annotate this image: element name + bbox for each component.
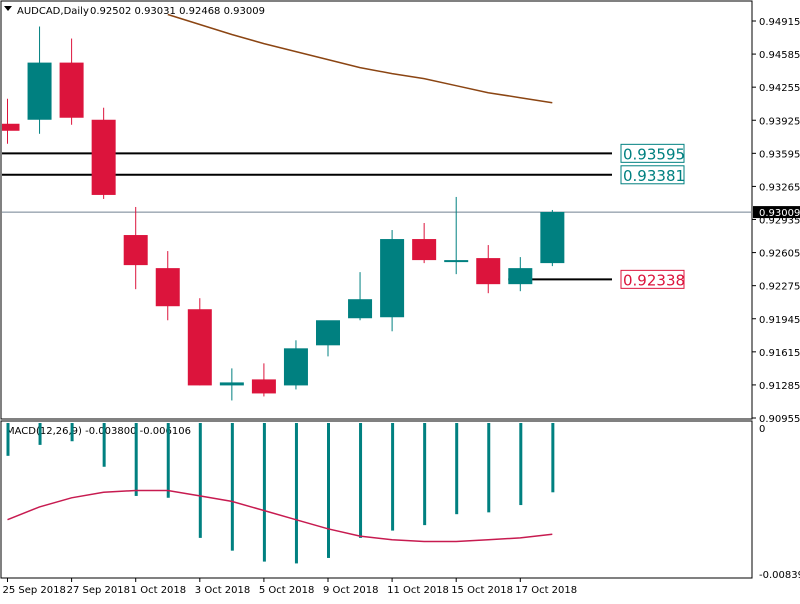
current-price-tag-label: 0.93009 bbox=[759, 208, 800, 219]
level-label: 0.93381 bbox=[623, 167, 685, 185]
price-tick-label: 0.92275 bbox=[759, 282, 800, 293]
price-tick-label: 0.91615 bbox=[759, 348, 800, 359]
macd-histogram-bar bbox=[135, 423, 138, 496]
price-tick-label: 0.94255 bbox=[759, 83, 800, 94]
date-tick-label: 11 Oct 2018 bbox=[387, 585, 449, 596]
macd-histogram-bar bbox=[231, 423, 234, 551]
date-tick-label: 3 Oct 2018 bbox=[195, 585, 250, 596]
candle-bearish bbox=[60, 63, 84, 118]
macd-histogram-bar bbox=[39, 423, 42, 445]
candle-bearish bbox=[124, 235, 148, 265]
date-tick-label: 1 Oct 2018 bbox=[131, 585, 186, 596]
macd-histogram-bar bbox=[487, 423, 490, 512]
macd-label: MACD(12,26,9) -0.003800 -0.006106 bbox=[6, 426, 191, 437]
macd-histogram-bar bbox=[519, 423, 522, 505]
candle-bullish bbox=[380, 239, 404, 317]
price-tick-label: 0.91945 bbox=[759, 315, 800, 326]
candle-bullish bbox=[540, 212, 564, 263]
price-tick-label: 0.94585 bbox=[759, 50, 800, 61]
candle-bearish bbox=[188, 309, 212, 385]
macd-histogram-bar bbox=[359, 423, 362, 538]
date-tick-label: 25 Sep 2018 bbox=[3, 585, 66, 596]
date-tick-label: 17 Oct 2018 bbox=[515, 585, 577, 596]
macd-histogram-bar bbox=[455, 423, 458, 514]
price-tick-label: 0.93595 bbox=[759, 149, 800, 160]
price-tick-label: 0.94915 bbox=[759, 17, 800, 28]
candle-bearish bbox=[92, 120, 116, 195]
chart-ohlc: 0.92502 0.93031 0.92468 0.93009 bbox=[90, 6, 265, 17]
price-tick-label: 0.92605 bbox=[759, 249, 800, 260]
candle-bullish bbox=[348, 299, 372, 318]
macd-histogram-bar bbox=[423, 423, 426, 525]
price-tick-label: 0.93925 bbox=[759, 116, 800, 127]
macd-histogram-bar bbox=[199, 423, 202, 538]
macd-histogram-bar bbox=[295, 423, 298, 563]
date-tick-label: 27 Sep 2018 bbox=[67, 585, 130, 596]
candle-bullish bbox=[508, 268, 532, 284]
macd-histogram-bar bbox=[327, 423, 330, 558]
date-tick-label: 9 Oct 2018 bbox=[323, 585, 378, 596]
level-label: 0.92338 bbox=[623, 271, 685, 289]
candle-bearish bbox=[412, 239, 436, 260]
macd-tick-label: 0 bbox=[759, 424, 765, 435]
candle-bullish bbox=[316, 320, 340, 345]
date-tick-label: 15 Oct 2018 bbox=[451, 585, 513, 596]
price-tick-label: 0.91285 bbox=[759, 381, 800, 392]
price-tick-label: 0.93265 bbox=[759, 182, 800, 193]
chart-symbol: AUDCAD,Daily bbox=[17, 6, 89, 17]
date-tick-label: 5 Oct 2018 bbox=[259, 585, 314, 596]
macd-histogram-bar bbox=[71, 423, 74, 441]
macd-histogram-bar bbox=[263, 423, 266, 562]
macd-histogram-bar bbox=[103, 423, 106, 467]
level-label: 0.93595 bbox=[623, 145, 685, 163]
macd-histogram-bar bbox=[7, 423, 10, 456]
macd-tick-label: -0.00839 bbox=[759, 570, 800, 581]
macd-histogram-bar bbox=[167, 423, 170, 498]
candle-bearish bbox=[156, 268, 180, 306]
candle-bullish bbox=[284, 348, 308, 385]
candle-bearish bbox=[252, 379, 276, 393]
candle-bullish bbox=[220, 382, 244, 385]
candle-bullish bbox=[28, 63, 52, 120]
candle-bullish bbox=[444, 260, 468, 262]
macd-histogram-bar bbox=[551, 423, 554, 492]
candle-bearish bbox=[476, 258, 500, 284]
macd-histogram-bar bbox=[391, 423, 394, 531]
candle-bearish bbox=[0, 124, 20, 131]
